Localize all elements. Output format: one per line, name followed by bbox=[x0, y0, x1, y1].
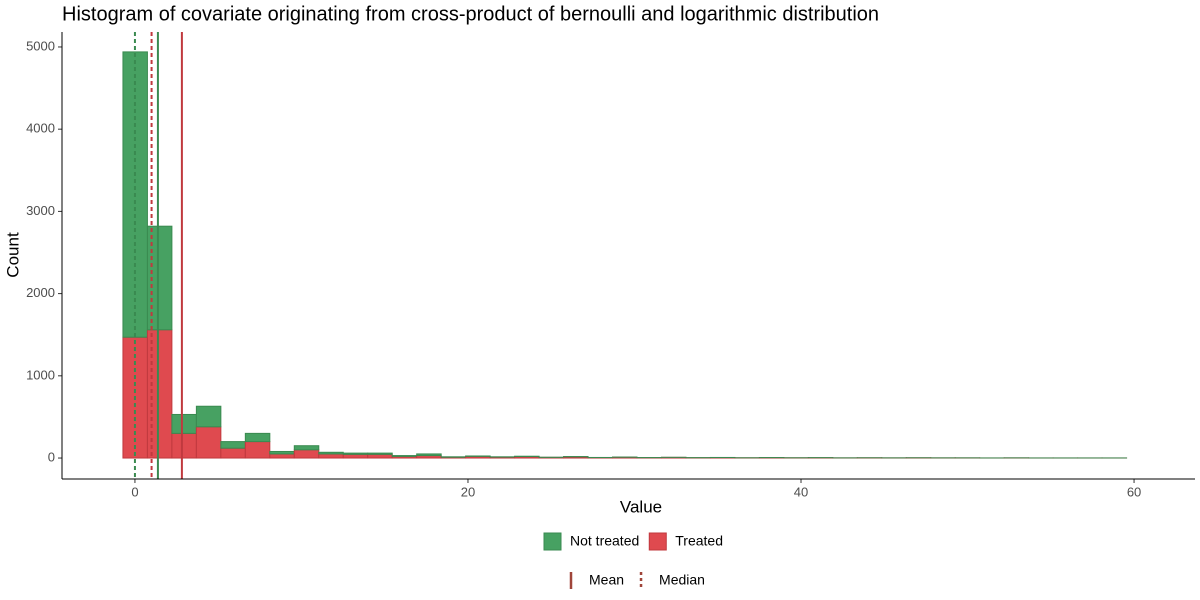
bar bbox=[342, 453, 369, 459]
bar bbox=[342, 452, 369, 455]
x-axis-label: Value bbox=[620, 497, 662, 516]
legend-swatch bbox=[648, 532, 667, 551]
y-tick-label: 0 bbox=[48, 449, 55, 464]
y-tick-label: 4000 bbox=[26, 121, 55, 136]
y-tick-label: 3000 bbox=[26, 203, 55, 218]
x-tick-label: 60 bbox=[1127, 484, 1141, 499]
x-tick-label: 0 bbox=[131, 484, 138, 499]
bar bbox=[367, 453, 393, 459]
bar bbox=[269, 450, 295, 455]
chart-title: Histogram of covariate originating from … bbox=[62, 3, 879, 25]
legend-label: Treated bbox=[675, 533, 723, 549]
legend-label: Median bbox=[659, 572, 705, 588]
bar bbox=[293, 449, 320, 459]
bar bbox=[244, 432, 271, 443]
y-tick-label: 5000 bbox=[26, 38, 55, 53]
legend-swatch bbox=[543, 532, 562, 551]
bar bbox=[293, 445, 320, 451]
bar bbox=[171, 413, 197, 434]
bar bbox=[367, 452, 393, 455]
bar bbox=[244, 441, 271, 459]
bar bbox=[416, 453, 442, 457]
legend-label: Not treated bbox=[570, 533, 639, 549]
y-tick-label: 2000 bbox=[26, 285, 55, 300]
bar bbox=[146, 329, 173, 459]
bar bbox=[171, 432, 197, 459]
bar bbox=[318, 453, 344, 459]
bar bbox=[391, 455, 418, 457]
bar bbox=[195, 405, 222, 428]
x-tick-label: 20 bbox=[461, 484, 475, 499]
y-tick-label: 1000 bbox=[26, 367, 55, 382]
bar bbox=[220, 447, 246, 459]
bar bbox=[318, 451, 344, 455]
bar bbox=[220, 441, 246, 449]
bar bbox=[195, 426, 222, 459]
y-axis-label: Count bbox=[3, 232, 22, 278]
x-tick-label: 40 bbox=[794, 484, 808, 499]
legend-label: Mean bbox=[589, 572, 624, 588]
bar bbox=[269, 453, 295, 459]
